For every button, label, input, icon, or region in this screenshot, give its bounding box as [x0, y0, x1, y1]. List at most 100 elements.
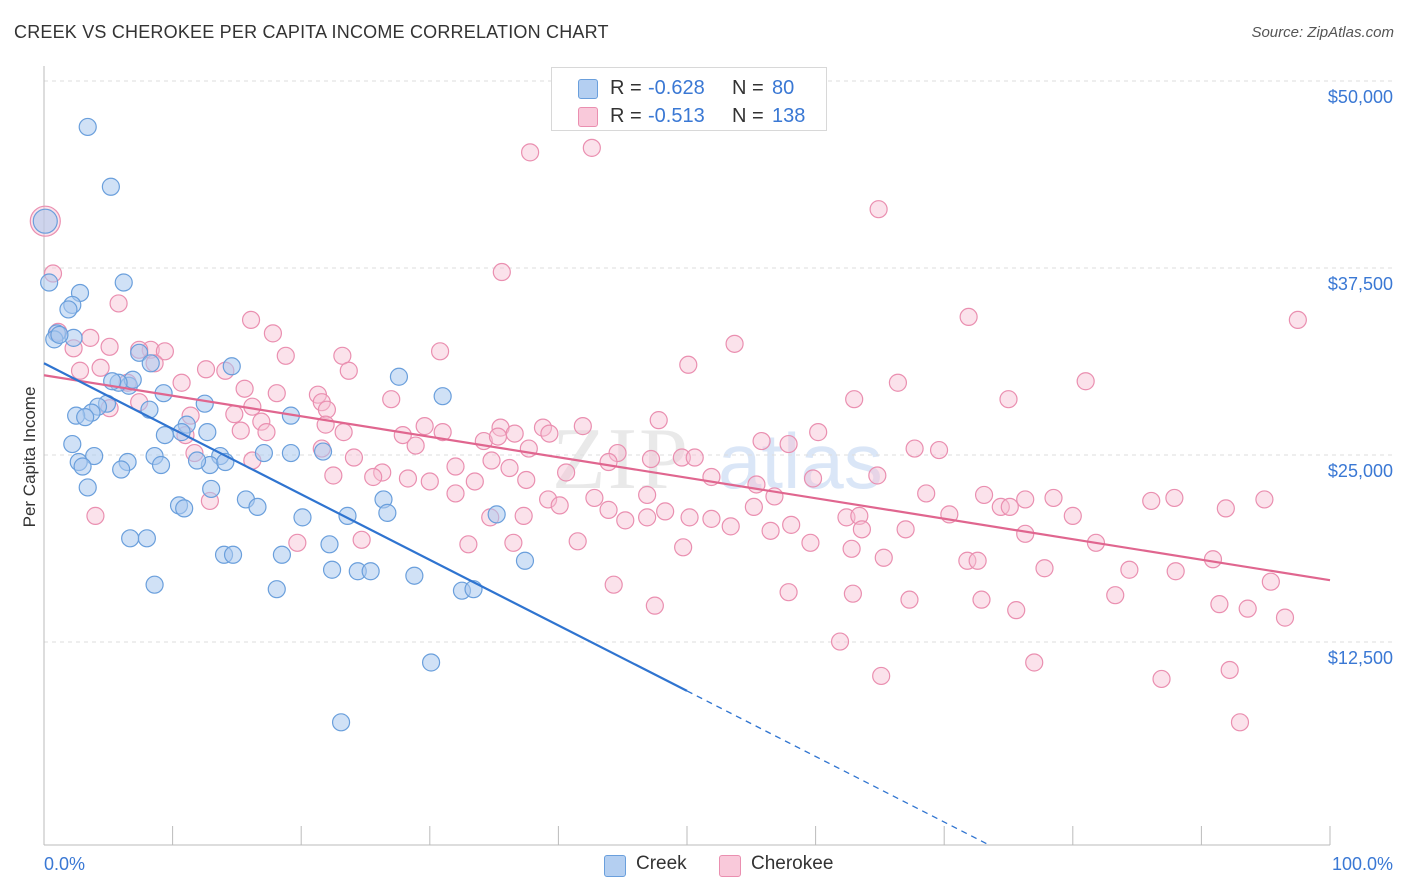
cherokee-point — [109, 294, 128, 313]
y-tick-label: $25,000 — [1328, 461, 1393, 481]
cherokee-point — [334, 423, 353, 442]
cherokee-point — [917, 484, 936, 503]
cherokee-point — [782, 515, 801, 534]
creek-point — [331, 713, 351, 732]
creek-point — [487, 505, 506, 524]
cherokee-point — [276, 346, 295, 365]
cherokee-point — [801, 533, 820, 552]
r-value: -0.628 — [648, 77, 705, 99]
cherokee-point — [1076, 372, 1095, 391]
cherokee-trend-line — [43, 374, 1331, 582]
creek-point — [281, 443, 301, 463]
creek-point — [313, 442, 333, 461]
creek-point — [361, 562, 380, 581]
creek-point — [32, 208, 58, 234]
creek-point — [101, 177, 120, 196]
creek-swatch — [578, 79, 598, 99]
cherokee-point — [1165, 488, 1184, 508]
cherokee-point — [585, 488, 604, 508]
creek-point — [322, 560, 342, 579]
cherokee-point — [504, 533, 523, 552]
cherokee-point — [1255, 490, 1274, 509]
cherokee-swatch — [578, 107, 598, 127]
cherokee-point — [672, 448, 691, 467]
creek-trend-line — [43, 362, 688, 692]
chart-title: CREEK VS CHEROKEE PER CAPITA INCOME CORR… — [14, 22, 609, 42]
cherokee-point — [252, 412, 271, 431]
cherokee-point — [929, 440, 949, 460]
creek-point — [121, 529, 140, 548]
creek-point — [198, 423, 217, 442]
creek-trend-extension — [686, 690, 990, 846]
cherokee-point — [492, 262, 511, 282]
cherokee-point — [641, 449, 661, 469]
cherokee-point — [364, 467, 383, 487]
cherokee-point — [599, 500, 618, 519]
cherokee-point — [872, 666, 891, 686]
cherokee-point — [905, 439, 924, 458]
creek-point — [50, 325, 69, 344]
creek-point — [145, 575, 164, 594]
creek-point — [433, 387, 452, 406]
cherokee-point — [267, 384, 286, 403]
cherokee-point — [70, 361, 90, 380]
axes — [43, 66, 1331, 846]
cherokee-point — [430, 342, 450, 361]
creek-point — [175, 499, 194, 518]
creek-point — [63, 434, 82, 454]
cherokee-point — [568, 532, 587, 551]
cherokee-point — [845, 390, 864, 409]
cherokee-point — [540, 424, 559, 443]
creek-swatch — [604, 855, 626, 877]
creek-point — [202, 479, 221, 499]
watermark-atlas: atlas — [718, 417, 883, 505]
creek-point — [389, 367, 409, 386]
creek-point — [515, 551, 535, 570]
y-tick-label: $12,500 — [1328, 648, 1393, 668]
creek-point — [130, 343, 149, 362]
cherokee-point — [1142, 491, 1161, 511]
cherokee-point — [521, 143, 540, 162]
cherokee-point — [257, 423, 276, 442]
source-label: Source: ZipAtlas.com — [1251, 24, 1394, 41]
cherokee-point — [557, 463, 576, 482]
creek-point — [73, 457, 92, 476]
cherokee-point — [645, 596, 664, 615]
cherokee-point — [382, 390, 401, 409]
cherokee-point — [599, 452, 618, 472]
cherokee-point — [725, 334, 744, 353]
n-label: N = — [732, 105, 764, 127]
cherokee-point — [339, 361, 358, 380]
cherokee-point — [874, 548, 893, 567]
cherokee-point — [415, 417, 434, 436]
cherokee-point — [680, 508, 699, 527]
axis-labels: $12,500 $25,000 $37,500 $50,000 0.0% 100.0% Pe… — [20, 87, 1393, 874]
cherokee-point — [1000, 497, 1019, 517]
creek-point — [195, 394, 214, 413]
cherokee-point — [1166, 562, 1185, 581]
cherokee-point — [317, 400, 337, 419]
cherokee-point — [843, 584, 862, 603]
cherokee-point — [1210, 595, 1229, 614]
legend-label-creek: Creek — [636, 853, 687, 874]
x-tick-label: 100.0% — [1332, 854, 1393, 874]
cherokee-point — [1152, 669, 1171, 689]
r-value: -0.513 — [648, 105, 705, 127]
cherokee-point — [550, 496, 569, 515]
cherokee-point — [514, 506, 533, 525]
cherokee-point — [972, 590, 991, 609]
n-label: N = — [732, 77, 764, 99]
creek-point — [187, 451, 207, 470]
n-value: 80 — [772, 77, 795, 99]
cherokee-swatch — [719, 855, 741, 877]
cherokee-point — [685, 448, 704, 467]
cherokee-point — [482, 451, 501, 470]
cherokee-point — [638, 485, 657, 505]
cherokee-point — [459, 535, 478, 554]
cherokee-point — [288, 533, 307, 552]
creek-point — [254, 443, 274, 463]
cherokee-point — [86, 506, 105, 525]
cherokee-point — [324, 466, 343, 485]
cherokee-point — [420, 472, 439, 491]
creek-point — [114, 273, 133, 292]
